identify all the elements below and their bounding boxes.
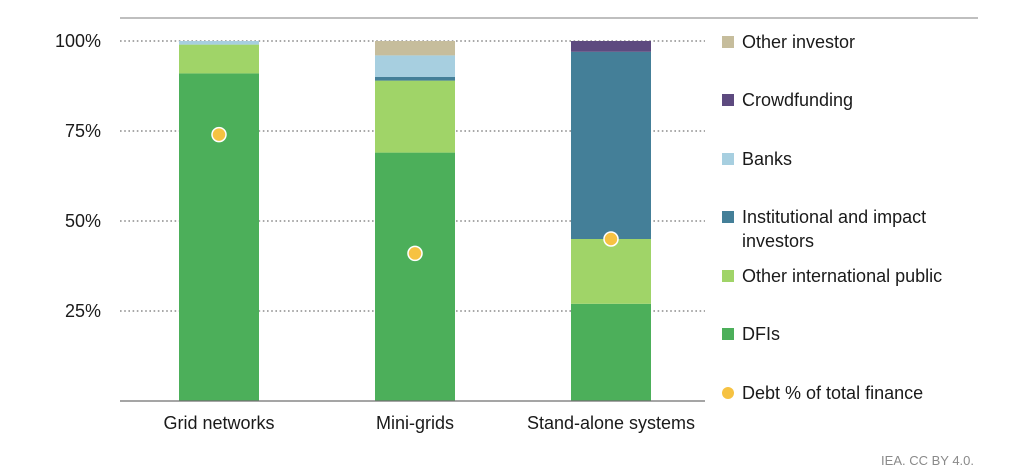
legend-label-other-investor: Other investor xyxy=(742,32,856,52)
legend-label-debt-of-total-finance: Debt % of total finance xyxy=(742,383,924,403)
x-tick-label-mini-grids: Mini-grids xyxy=(376,413,454,433)
y-tick-label-100: 100% xyxy=(55,31,101,51)
bar-grid-networks-dfis xyxy=(179,73,259,402)
legend-swatch-dfis xyxy=(722,328,734,340)
legend-label-other-international-public: Other international public xyxy=(742,266,943,286)
x-tick-label-stand-alone-systems: Stand-alone systems xyxy=(527,413,695,433)
bar-stand-alone-systems-crowdfunding xyxy=(571,41,651,52)
legend-item-dfis: DFIs xyxy=(722,322,987,346)
legend-item-other-investor: Other investor xyxy=(722,30,987,54)
legend-item-banks: Banks xyxy=(722,147,987,171)
debt-marker-grid-networks xyxy=(211,126,227,143)
bar-stand-alone-systems-other-international-public xyxy=(571,239,651,304)
bars xyxy=(179,41,651,402)
legend-swatch-debt-of-total-finance xyxy=(722,387,734,399)
bar-stand-alone-systems-institutional-and-impact-investors xyxy=(571,51,651,239)
x-tick-label-grid-networks: Grid networks xyxy=(163,413,274,433)
legend-label-banks: Banks xyxy=(742,149,793,169)
legend-label-crowdfunding: Crowdfunding xyxy=(742,90,854,110)
bar-mini-grids-other-investor xyxy=(375,41,455,56)
y-tick-label-25: 25% xyxy=(65,301,101,321)
legend-swatch-crowdfunding xyxy=(722,94,734,106)
bar-mini-grids-institutional-and-impact-investors xyxy=(375,77,455,81)
bar-mini-grids-banks xyxy=(375,55,455,77)
legend-label-dfis: DFIs xyxy=(742,324,780,344)
legend-item-debt-of-total-finance: Debt % of total finance xyxy=(722,381,987,405)
y-tick-label-50: 50% xyxy=(65,211,101,231)
source-credit: IEA. CC BY 4.0. xyxy=(881,453,974,468)
y-axis-tick-labels: 25% 50% 75% 100% xyxy=(55,31,101,321)
legend-swatch-banks xyxy=(722,153,734,165)
legend-swatch-other-international-public xyxy=(722,270,734,282)
bar-grid-networks-other-international-public xyxy=(179,44,259,74)
legend-item-other-international-public: Other international public xyxy=(722,264,987,288)
legend-swatch-institutional-and-impact-investors xyxy=(722,211,734,223)
legend-swatch-other-investor xyxy=(722,36,734,48)
legend-item-crowdfunding: Crowdfunding xyxy=(722,88,987,112)
bar-mini-grids-other-international-public xyxy=(375,80,455,153)
debt-markers xyxy=(211,126,619,262)
debt-marker-stand-alone-systems xyxy=(603,231,619,247)
x-axis-category-labels: Grid networks Mini-grids Stand-alone syste… xyxy=(163,413,695,433)
bar-mini-grids-dfis xyxy=(375,152,455,401)
legend-label-institutional-and-impact-investors: Institutional and impact investors xyxy=(742,207,927,251)
bar-stand-alone-systems-dfis xyxy=(571,303,651,401)
debt-marker-mini-grids xyxy=(407,245,423,262)
bar-grid-networks-banks xyxy=(179,41,259,45)
legend-item-institutional-and-impact-investors: Institutional and impact investors xyxy=(722,205,987,253)
y-tick-label-75: 75% xyxy=(65,121,101,141)
